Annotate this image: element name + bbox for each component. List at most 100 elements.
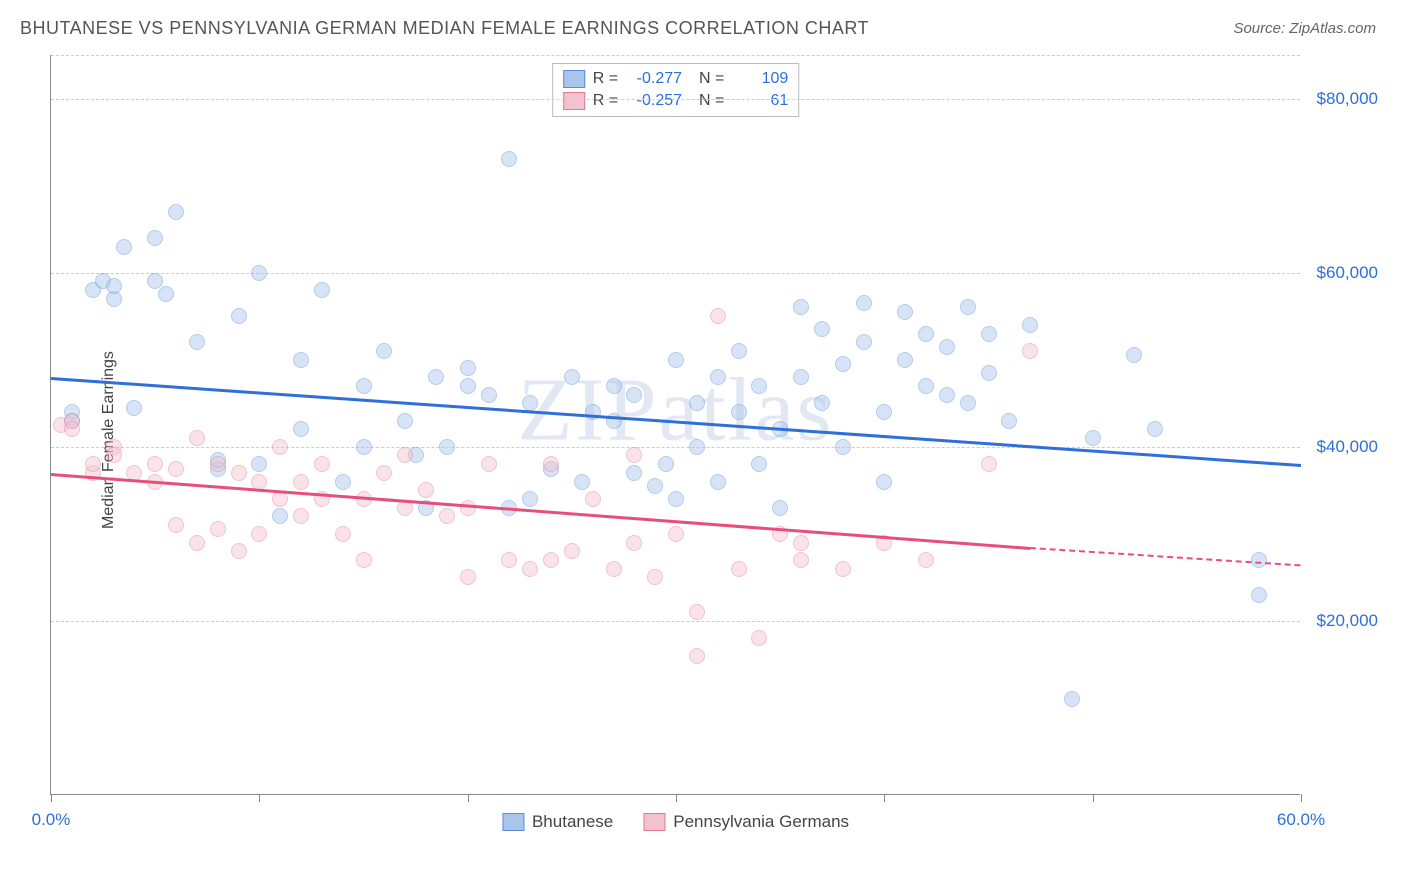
chart-title: BHUTANESE VS PENNSYLVANIA GERMAN MEDIAN … (20, 18, 869, 39)
stats-n-value: 109 (732, 70, 788, 88)
scatter-point (658, 456, 674, 472)
scatter-point (876, 474, 892, 490)
stats-row: R = -0.277 N = 109 (563, 68, 789, 90)
y-tick-label: $20,000 (1308, 611, 1378, 631)
scatter-point (356, 378, 372, 394)
scatter-point (772, 500, 788, 516)
scatter-point (626, 465, 642, 481)
scatter-point (897, 304, 913, 320)
scatter-point (689, 648, 705, 664)
scatter-point (189, 334, 205, 350)
scatter-point (376, 465, 392, 481)
legend-label: Bhutanese (532, 812, 613, 832)
scatter-point (272, 439, 288, 455)
scatter-point (1251, 552, 1267, 568)
scatter-point (814, 321, 830, 337)
scatter-point (606, 561, 622, 577)
scatter-point (293, 508, 309, 524)
x-tick (676, 794, 677, 802)
scatter-point (647, 478, 663, 494)
scatter-point (897, 352, 913, 368)
stats-r-label: R = (593, 92, 618, 110)
gridline-h (51, 99, 1300, 100)
stats-n-value: 61 (732, 92, 788, 110)
scatter-point (1022, 317, 1038, 333)
scatter-point (543, 552, 559, 568)
scatter-point (335, 474, 351, 490)
scatter-point (1251, 587, 1267, 603)
stats-r-label: R = (593, 70, 618, 88)
stats-r-value: -0.277 (626, 70, 682, 88)
gridline-h (51, 273, 1300, 274)
scatter-point (939, 339, 955, 355)
scatter-point (272, 508, 288, 524)
y-tick-label: $80,000 (1308, 89, 1378, 109)
scatter-point (981, 456, 997, 472)
scatter-point (668, 491, 684, 507)
scatter-point (428, 369, 444, 385)
scatter-point (522, 395, 538, 411)
scatter-point (231, 465, 247, 481)
scatter-point (1022, 343, 1038, 359)
scatter-point (168, 461, 184, 477)
scatter-point (710, 369, 726, 385)
scatter-point (543, 456, 559, 472)
plot-region: ZIPatlas R = -0.277 N = 109R = -0.257 N … (50, 55, 1300, 795)
scatter-point (835, 356, 851, 372)
scatter-point (522, 561, 538, 577)
scatter-point (731, 561, 747, 577)
gridline-h (51, 55, 1300, 56)
scatter-point (158, 286, 174, 302)
scatter-point (481, 387, 497, 403)
legend-swatch (563, 70, 585, 88)
scatter-point (272, 491, 288, 507)
scatter-point (418, 482, 434, 498)
scatter-point (210, 521, 226, 537)
legend-swatch (502, 813, 524, 831)
x-tick (259, 794, 260, 802)
scatter-point (439, 439, 455, 455)
scatter-point (460, 500, 476, 516)
scatter-point (481, 456, 497, 472)
scatter-point (606, 378, 622, 394)
legend-swatch (563, 92, 585, 110)
legend-swatch (643, 813, 665, 831)
scatter-point (397, 447, 413, 463)
x-tick (1093, 794, 1094, 802)
scatter-point (835, 439, 851, 455)
stats-n-label: N = (690, 92, 724, 110)
scatter-point (1147, 421, 1163, 437)
scatter-point (1001, 413, 1017, 429)
scatter-point (626, 387, 642, 403)
scatter-point (793, 299, 809, 315)
y-tick-label: $60,000 (1308, 263, 1378, 283)
scatter-point (626, 535, 642, 551)
chart-source: Source: ZipAtlas.com (1233, 20, 1376, 37)
scatter-point (106, 447, 122, 463)
scatter-point (731, 343, 747, 359)
scatter-point (793, 369, 809, 385)
scatter-point (918, 326, 934, 342)
scatter-point (647, 569, 663, 585)
scatter-point (856, 295, 872, 311)
stats-r-value: -0.257 (626, 92, 682, 110)
x-tick (468, 794, 469, 802)
scatter-point (814, 395, 830, 411)
scatter-point (574, 474, 590, 490)
scatter-point (981, 365, 997, 381)
scatter-point (460, 569, 476, 585)
scatter-point (106, 278, 122, 294)
legend-item: Bhutanese (502, 812, 613, 832)
scatter-point (960, 299, 976, 315)
legend-item: Pennsylvania Germans (643, 812, 849, 832)
scatter-point (64, 421, 80, 437)
gridline-h (51, 621, 1300, 622)
scatter-point (210, 456, 226, 472)
scatter-point (918, 552, 934, 568)
stats-n-label: N = (690, 70, 724, 88)
chart-header: BHUTANESE VS PENNSYLVANIA GERMAN MEDIAN … (0, 0, 1406, 49)
x-tick (884, 794, 885, 802)
scatter-point (293, 352, 309, 368)
scatter-point (668, 352, 684, 368)
scatter-point (397, 413, 413, 429)
